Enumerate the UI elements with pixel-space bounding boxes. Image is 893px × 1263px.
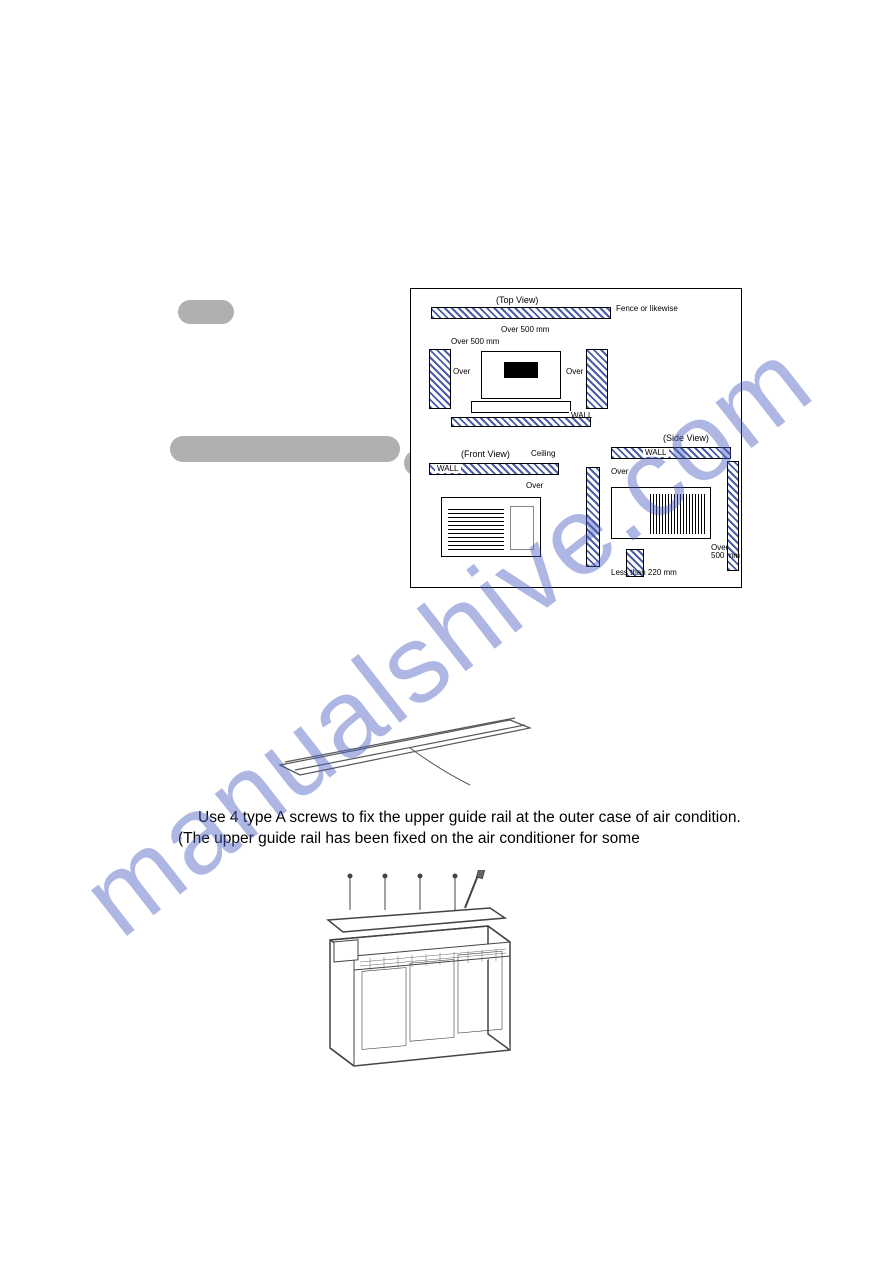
installation-views-diagram: (Top View) Fence or likewise Over 500 mm… bbox=[410, 288, 742, 588]
over-500-label: Over 500 mm bbox=[501, 325, 549, 334]
front-view-label: (Front View) bbox=[461, 449, 510, 459]
over-left: Over bbox=[453, 367, 470, 376]
guide-rail-illustration bbox=[260, 700, 550, 790]
side-ac-grille bbox=[650, 494, 706, 534]
over-front: Over bbox=[526, 481, 543, 490]
top-wall-left bbox=[429, 349, 451, 409]
side-ac-outline bbox=[611, 487, 711, 539]
note-pill bbox=[178, 300, 234, 324]
top-ac-outline bbox=[481, 351, 561, 399]
front-ac-panel bbox=[510, 506, 534, 550]
section-header-pill-1 bbox=[170, 436, 400, 462]
wall-label-front: WALL bbox=[435, 464, 461, 473]
front-ac-outline bbox=[441, 497, 541, 557]
top-view-label: (Top View) bbox=[496, 295, 538, 305]
ceiling-label: Ceiling bbox=[531, 449, 555, 458]
side-wall-top bbox=[611, 447, 731, 459]
screws-text-content: Use 4 type A screws to fix the upper gui… bbox=[178, 809, 741, 847]
over-side: Over bbox=[611, 467, 628, 476]
side-view-label: (Side View) bbox=[663, 433, 709, 443]
top-wall-right bbox=[586, 349, 608, 409]
over-right: Over bbox=[566, 367, 583, 376]
top-ac-front bbox=[471, 401, 571, 413]
screws-instruction-text: Use 4 type A screws to fix the upper gui… bbox=[178, 808, 768, 850]
note-block bbox=[178, 300, 398, 343]
top-wall-bottom bbox=[451, 417, 591, 427]
front-ac-louvers bbox=[448, 506, 504, 550]
ac-unit-illustration bbox=[310, 870, 530, 1090]
top-ac-dark bbox=[504, 362, 538, 378]
over-500-side: Over 500 mm bbox=[711, 544, 741, 560]
fence-label: Fence or likewise bbox=[616, 305, 678, 313]
less-than-label: Less than 220 mm bbox=[611, 569, 677, 577]
over-500-left: Over 500 mm bbox=[451, 337, 499, 346]
wall-label-side: WALL bbox=[643, 448, 669, 457]
side-wall-left bbox=[586, 467, 600, 567]
top-fence-hatch bbox=[431, 307, 611, 319]
